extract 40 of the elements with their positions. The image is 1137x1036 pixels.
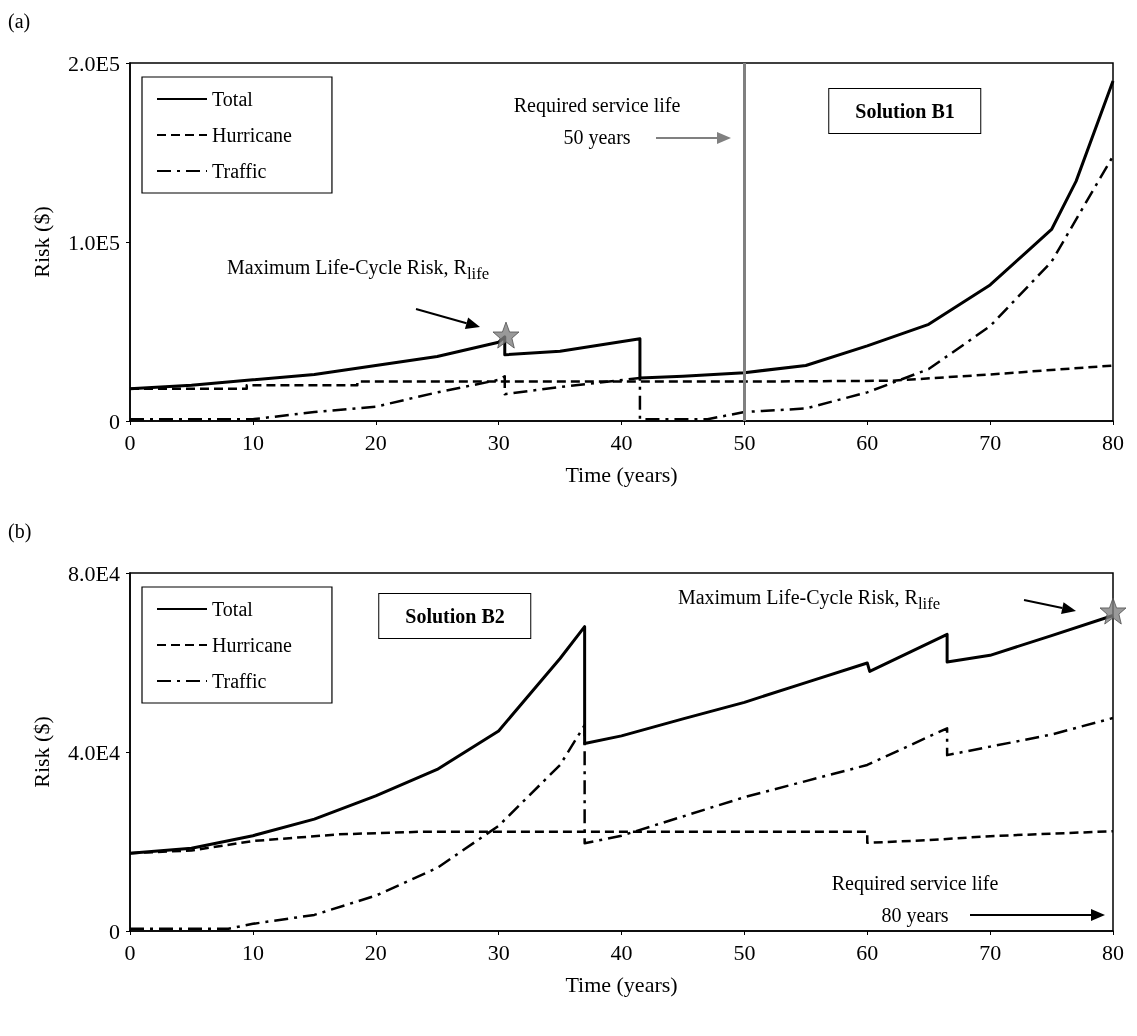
chart-title: (b) xyxy=(8,520,32,543)
chart-title: (a) xyxy=(8,10,31,33)
x-tick-label: 60 xyxy=(856,939,879,965)
x-tick-label: 70 xyxy=(979,429,1002,455)
annotation: Required service life 80 years xyxy=(831,871,999,929)
x-axis-title: Time (years) xyxy=(565,461,678,487)
legend-label: Traffic xyxy=(212,670,267,692)
x-tick-label: 20 xyxy=(364,939,387,965)
x-tick-label: 80 xyxy=(1102,429,1124,455)
x-tick-label: 60 xyxy=(856,429,879,455)
legend-label: Traffic xyxy=(212,160,267,182)
annotation: Required service life 50 years xyxy=(513,93,681,151)
annotation: Maximum Life-Cycle Risk, R$_{life}$ xyxy=(226,254,490,285)
legend-label: Total xyxy=(212,88,254,110)
x-tick-label: 40 xyxy=(610,939,633,965)
annotation: Solution B2 xyxy=(378,593,532,639)
y-tick-label: 1.0E5 xyxy=(68,229,120,255)
y-tick-label: 0 xyxy=(109,408,120,434)
x-tick-label: 30 xyxy=(487,429,510,455)
x-axis-title: Time (years) xyxy=(565,971,678,997)
x-tick-label: 70 xyxy=(979,939,1002,965)
x-tick-label: 80 xyxy=(1102,939,1124,965)
y-tick-label: 8.0E4 xyxy=(68,560,120,586)
legend-label: Hurricane xyxy=(212,124,293,146)
legend-label: Total xyxy=(212,598,254,620)
y-tick-label: 0 xyxy=(109,918,120,944)
x-tick-label: 50 xyxy=(733,429,756,455)
annotation: Maximum Life-Cycle Risk, R$_{life}$ xyxy=(677,584,941,615)
legend-label: Hurricane xyxy=(212,634,293,656)
x-tick-label: 20 xyxy=(364,429,387,455)
annotation: Solution B1 xyxy=(828,88,982,134)
x-tick-label: 10 xyxy=(241,429,264,455)
y-axis-title: Risk ($) xyxy=(28,206,54,278)
x-tick-label: 30 xyxy=(487,939,510,965)
x-tick-label: 50 xyxy=(733,939,756,965)
y-tick-label: 2.0E5 xyxy=(68,50,120,76)
x-tick-label: 40 xyxy=(610,429,633,455)
y-tick-label: 4.0E4 xyxy=(68,739,120,765)
x-tick-label: 10 xyxy=(241,939,264,965)
y-axis-title: Risk ($) xyxy=(28,716,54,788)
